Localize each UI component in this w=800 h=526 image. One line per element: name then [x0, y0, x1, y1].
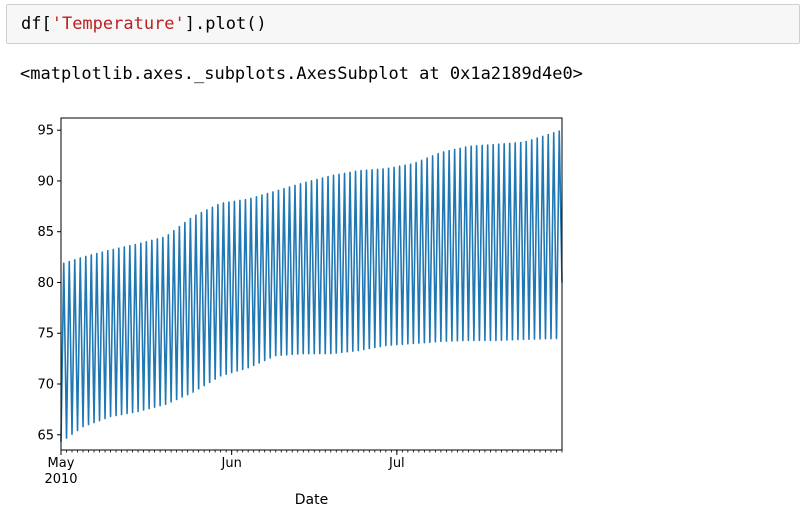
y-tick-label: 65	[37, 428, 54, 443]
x-axis-label: Date	[295, 492, 328, 508]
y-tick-label: 75	[37, 327, 54, 342]
y-tick-label: 85	[37, 225, 54, 240]
x-tick-label: May	[48, 456, 75, 471]
x-tick-label: Jul	[388, 456, 405, 471]
code-string-token: 'Temperature'	[51, 14, 185, 34]
x-tick-label: Jun	[221, 456, 242, 471]
temperature-series-line	[60, 130, 563, 442]
x-tick-sublabel: 2010	[44, 472, 77, 487]
code-input-cell[interactable]: df['Temperature'].plot()	[6, 4, 800, 44]
output-repr-text: <matplotlib.axes._subplots.AxesSubplot a…	[20, 64, 583, 84]
y-tick-label: 90	[37, 174, 54, 189]
code-prefix: df[	[21, 14, 52, 34]
plot-frame	[60, 117, 563, 451]
y-tick-label: 70	[37, 378, 54, 393]
code-suffix: ].plot()	[184, 14, 267, 34]
y-tick-label: 80	[37, 276, 54, 291]
y-tick-label: 95	[37, 124, 54, 139]
